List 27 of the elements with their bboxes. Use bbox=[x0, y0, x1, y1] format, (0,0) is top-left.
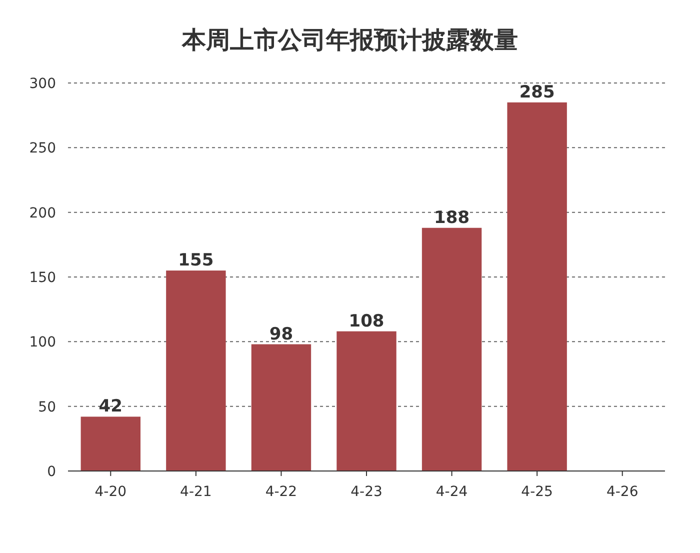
data-label: 98 bbox=[269, 324, 294, 344]
x-tick-label: 4-26 bbox=[606, 484, 638, 500]
bar bbox=[507, 102, 567, 471]
y-tick-label: 100 bbox=[29, 334, 56, 351]
data-label: 188 bbox=[434, 208, 470, 228]
y-tick-label: 200 bbox=[29, 205, 56, 222]
bar bbox=[80, 416, 140, 471]
bar bbox=[166, 270, 226, 471]
bar bbox=[422, 228, 482, 471]
bar bbox=[336, 331, 396, 471]
y-tick-label: 50 bbox=[38, 399, 56, 416]
x-tick-label: 4-24 bbox=[436, 484, 468, 500]
x-tick-label: 4-23 bbox=[350, 484, 382, 500]
y-tick-label: 150 bbox=[29, 270, 56, 286]
bar bbox=[251, 344, 312, 471]
y-tick-label: 250 bbox=[29, 140, 56, 157]
y-tick-label: 0 bbox=[47, 464, 56, 480]
data-label: 155 bbox=[178, 250, 214, 271]
x-tick-label: 4-20 bbox=[94, 484, 127, 500]
chart-title: 本周上市公司年报预计披露数量 bbox=[181, 26, 518, 54]
data-label: 108 bbox=[348, 311, 384, 332]
x-tick-label: 4-22 bbox=[265, 484, 298, 500]
data-label: 42 bbox=[98, 396, 122, 417]
data-label: 285 bbox=[519, 82, 555, 102]
x-tick-label: 4-25 bbox=[521, 484, 553, 500]
y-tick-label: 300 bbox=[29, 76, 56, 92]
x-tick-label: 4-21 bbox=[180, 484, 212, 500]
